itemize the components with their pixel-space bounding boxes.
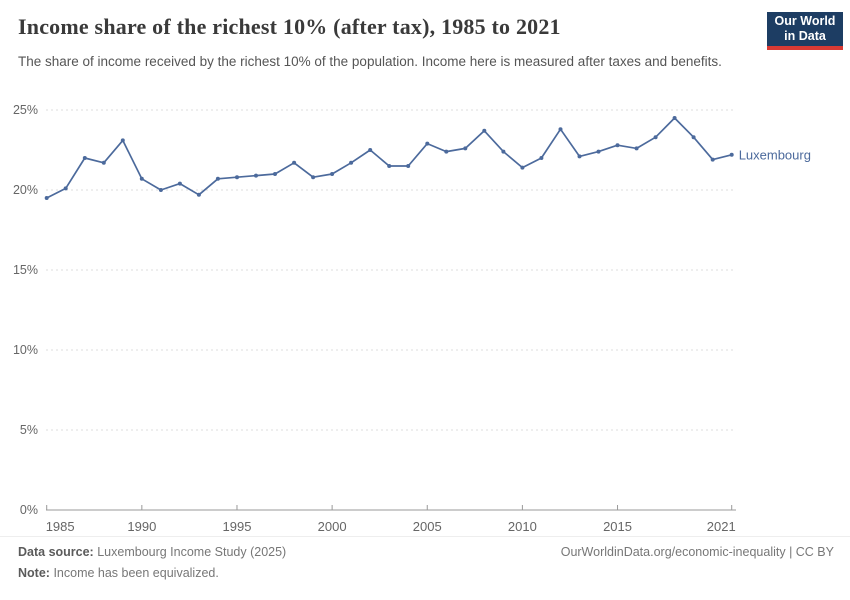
y-tick-label-25: 25% [13,103,38,117]
line-chart: 0% 5% 10% 15% 20% 25% 1985 1990 1995 2000 2005 2010… [13,103,811,534]
series-label-luxembourg[interactable]: Luxembourg [739,147,811,162]
data-point-2000[interactable] [330,172,335,176]
logo-line2: in Data [784,29,826,43]
footer-divider [0,536,850,537]
y-tick-label-15: 15% [13,263,38,277]
data-point-2010[interactable] [520,165,525,170]
y-tick-label-5: 5% [20,423,38,437]
x-tick-label-2015: 2015 [603,519,632,534]
data-point-1987[interactable] [82,156,87,160]
note-label: Note: [18,566,50,581]
y-tick-label-20: 20% [13,183,38,197]
data-point-1990[interactable] [139,176,144,181]
x-tick-label-2005: 2005 [413,519,442,534]
data-point-2011[interactable] [539,156,544,160]
data-point-2002[interactable] [368,148,373,152]
note-text: Income has been equivalized. [53,566,219,581]
chart-footer: Data source: Luxembourg Income Study (20… [18,542,834,585]
x-tick-label-1995: 1995 [223,519,252,534]
y-tick-label-0: 0% [20,503,38,517]
data-point-2008[interactable] [482,128,487,133]
page-title: Income share of the richest 10% (after t… [18,14,561,39]
data-point-2020[interactable] [710,157,715,162]
data-point-1994[interactable] [215,176,220,181]
data-point-1992[interactable] [177,181,182,186]
owid-logo[interactable]: Our World in Data [767,12,843,50]
data-point-1996[interactable] [254,173,258,178]
data-point-1985[interactable] [44,196,49,200]
data-point-2015[interactable] [615,143,620,148]
y-tick-label-10: 10% [13,343,38,357]
data-point-2005[interactable] [425,141,430,146]
data-point-2001[interactable] [349,160,354,165]
x-tick-label-1990: 1990 [127,519,156,534]
data-point-1988[interactable] [101,160,106,165]
data-source-line: Data source: Luxembourg Income Study (20… [18,542,834,563]
data-point-1995[interactable] [235,175,239,180]
data-point-2018[interactable] [672,116,677,120]
data-point-1986[interactable] [63,186,68,191]
owid-license-link[interactable]: OurWorldinData.org/economic-inequality |… [560,545,834,559]
data-point-2019[interactable] [691,135,696,140]
data-point-2003[interactable] [387,164,392,168]
note-line: Note: Income has been equivalized. [18,563,834,584]
x-tick-label-2010: 2010 [508,519,537,534]
data-point-1991[interactable] [158,188,163,192]
chart-subtitle: The share of income received by the rich… [18,54,722,69]
data-point-2004[interactable] [406,164,411,168]
data-point-1993[interactable] [196,192,201,197]
data-point-2017[interactable] [653,135,658,140]
data-point-1989[interactable] [120,138,125,143]
logo-line1: Our World [774,14,836,28]
data-point-1998[interactable] [292,160,297,165]
series-line-luxembourg[interactable] [45,117,733,199]
data-point-2021[interactable] [729,152,734,157]
data-point-2016[interactable] [634,146,639,151]
data-point-1997[interactable] [273,172,277,176]
x-tick-label-2000: 2000 [318,519,347,534]
data-point-2014[interactable] [596,149,601,154]
data-point-2007[interactable] [463,146,468,151]
x-tick-label-2021: 2021 [707,519,736,534]
data-point-2012[interactable] [558,127,563,132]
data-point-2013[interactable] [577,154,582,159]
data-point-1999[interactable] [311,175,316,180]
data-point-2009[interactable] [501,149,506,154]
x-tick-label-1985: 1985 [46,519,75,534]
data-point-2006[interactable] [444,149,449,154]
data-source-label: Data source: [18,545,94,559]
data-source-text: Luxembourg Income Study (2025) [97,545,287,559]
